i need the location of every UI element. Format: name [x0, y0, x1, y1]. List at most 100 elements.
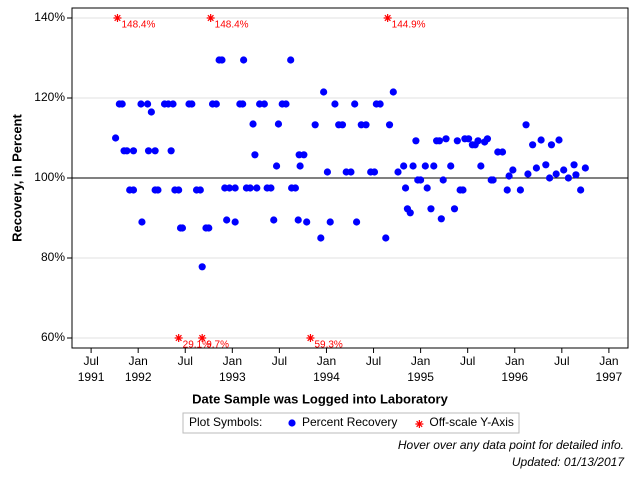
offscale-label: 148.4% [215, 20, 249, 31]
x-tick-label: Jul [366, 354, 381, 368]
data-point [320, 88, 328, 96]
x-tick-label: Jul [554, 354, 569, 368]
y-tick-label: 120% [34, 90, 65, 104]
data-point [498, 148, 507, 156]
offscale-label: 59.3% [314, 340, 342, 351]
offscale-marker [198, 334, 207, 342]
legend-box [182, 412, 520, 434]
data-point [151, 147, 159, 155]
data-point [296, 162, 304, 170]
data-point [154, 186, 162, 194]
x-tick-label: Jan 1994 [313, 354, 340, 384]
note: Updated: 01/13/2017 [512, 455, 625, 469]
data-point [253, 184, 261, 192]
data-point [129, 186, 138, 194]
data-point [274, 120, 283, 128]
data-point [282, 100, 290, 108]
data-point [147, 108, 155, 116]
data-point [483, 135, 492, 143]
x-tick-label: Jan 1993 [219, 354, 246, 384]
data-point [291, 184, 299, 192]
data-point [270, 216, 278, 224]
data-point [524, 170, 532, 178]
data-point [529, 141, 537, 149]
data-point [465, 135, 473, 143]
data-point [188, 100, 196, 108]
data-point [323, 168, 332, 176]
data-point [547, 141, 556, 149]
data-point [421, 162, 429, 170]
data-point [439, 176, 447, 184]
data-point [505, 172, 513, 180]
x-tick-label: Jan 1992 [125, 354, 152, 384]
legend-marker [415, 420, 424, 428]
data-point [477, 162, 485, 170]
data-point [118, 100, 126, 108]
data-point [111, 134, 120, 142]
data-point [123, 147, 131, 155]
data-point [239, 100, 247, 108]
note: Hover over any data point for detailed i… [398, 438, 624, 452]
data-point [503, 186, 511, 194]
data-point [198, 263, 206, 271]
data-point [516, 186, 524, 194]
data-point [223, 216, 231, 224]
data-point [447, 162, 455, 170]
data-point [287, 56, 295, 64]
offscale-marker [113, 14, 122, 22]
data-point [423, 184, 431, 192]
data-point [347, 168, 355, 176]
offscale-label: 144.9% [392, 20, 426, 31]
data-point [570, 161, 578, 169]
x-tick-label: Jul [272, 354, 287, 368]
data-point [442, 135, 450, 143]
data-point [138, 218, 146, 226]
data-point [251, 151, 259, 159]
offscale-label: 29.1% [183, 340, 211, 351]
data-point [417, 176, 425, 184]
data-point [260, 100, 268, 108]
data-point [218, 56, 226, 64]
data-point [376, 100, 384, 108]
offscale-marker [306, 334, 315, 342]
x-axis-label: Date Sample was Logged into Laboratory [192, 391, 448, 406]
data-point [394, 168, 402, 176]
data-point [401, 184, 410, 192]
data-point [294, 216, 302, 224]
y-axis-label: Recovery, in Percent [9, 114, 24, 242]
x-tick-label: Jan 1995 [407, 354, 434, 384]
data-point [542, 161, 550, 169]
y-tick-label: 100% [34, 170, 65, 184]
data-point [326, 218, 334, 226]
data-point [489, 176, 497, 184]
data-point [555, 136, 563, 144]
data-point [143, 100, 152, 108]
data-point [169, 100, 177, 108]
data-point [577, 186, 585, 194]
data-point [409, 162, 417, 170]
data-point [406, 209, 414, 217]
data-point [412, 137, 420, 145]
data-point [317, 234, 325, 242]
data-point [385, 121, 394, 129]
data-point [509, 166, 517, 174]
data-point [178, 224, 187, 232]
x-tick-label: Jan 1997 [596, 354, 623, 384]
data-point [167, 147, 175, 155]
offscale-marker [174, 334, 183, 342]
data-point [564, 174, 573, 182]
y-tick-label: 80% [41, 250, 65, 264]
data-point [532, 164, 541, 172]
data-point [560, 166, 568, 174]
data-point [430, 162, 438, 170]
data-point [389, 88, 397, 96]
data-point [545, 174, 554, 182]
data-point [249, 120, 257, 128]
data-point [212, 100, 220, 108]
data-point [225, 184, 234, 192]
data-point [129, 147, 138, 155]
legend-title: Plot Symbols: [189, 415, 262, 429]
data-point [352, 218, 361, 226]
data-point [459, 186, 467, 194]
